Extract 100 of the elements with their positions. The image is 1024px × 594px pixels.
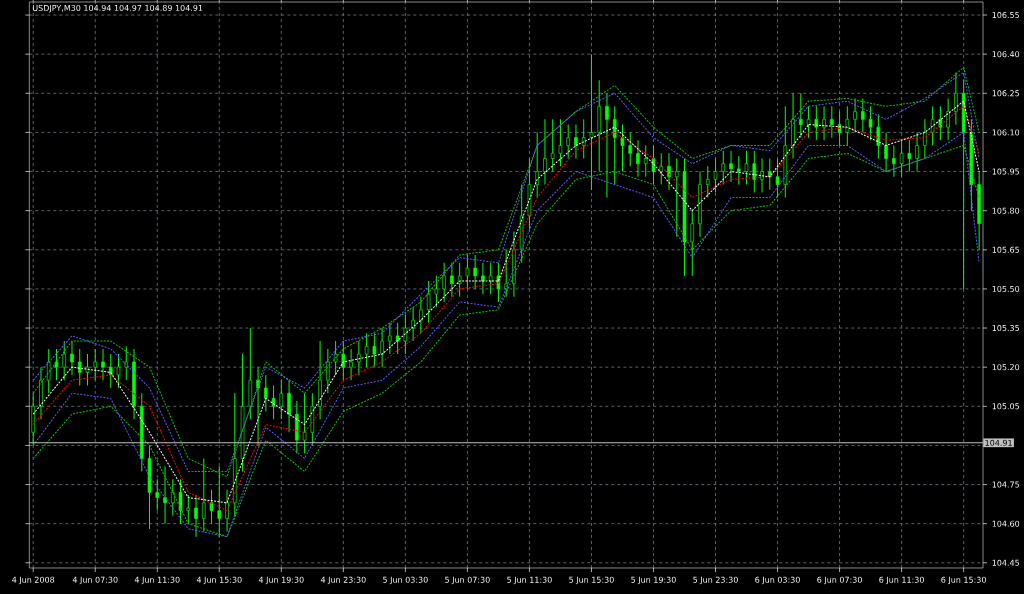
candlestick — [682, 158, 687, 277]
candlestick — [923, 118, 927, 159]
candlestick — [698, 171, 702, 238]
candlestick — [357, 340, 361, 376]
y-tick-label: 105.20 — [992, 364, 1020, 371]
candlestick — [333, 340, 338, 376]
candlestick — [225, 489, 229, 532]
candlestick — [519, 184, 524, 264]
candlestick — [217, 465, 222, 538]
candlestick — [233, 392, 237, 517]
candlestick — [760, 158, 764, 193]
candlestick — [605, 92, 609, 199]
candlestick — [155, 478, 160, 512]
y-tick-label: 105.65 — [992, 246, 1020, 253]
candlestick — [341, 340, 346, 381]
candlestick — [287, 379, 291, 433]
y-tick-label: 106.10 — [992, 129, 1020, 136]
y-tick-label: 104.45 — [992, 559, 1020, 566]
candlestick — [54, 348, 59, 381]
candlestick — [465, 254, 470, 290]
x-tick-label: 6 Jun 07:30 — [817, 576, 862, 585]
candlestick — [768, 158, 772, 191]
candlestick — [636, 139, 640, 178]
x-tick-label: 5 Jun 23:30 — [693, 576, 738, 585]
candlestick — [419, 296, 423, 334]
y-tick-label: 105.35 — [992, 325, 1020, 332]
candlestick — [380, 327, 384, 368]
candlestick — [426, 280, 431, 324]
candlestick — [147, 444, 152, 530]
candlestick — [108, 353, 113, 389]
candlestick — [132, 348, 136, 420]
candlestick — [752, 150, 757, 193]
candlestick — [791, 92, 795, 159]
candlestick — [643, 144, 648, 178]
candlestick — [868, 105, 873, 141]
candlestick — [899, 139, 904, 178]
candlestick — [961, 79, 966, 290]
candlestick — [853, 98, 857, 133]
candlestick — [543, 118, 547, 186]
candlestick — [892, 144, 896, 178]
candlestick — [450, 262, 454, 298]
y-tick-label: 105.05 — [992, 403, 1020, 410]
candlestick — [349, 348, 353, 381]
candlestick — [876, 113, 881, 159]
candlestick — [628, 131, 633, 167]
candlestick — [729, 150, 733, 183]
candlestick — [674, 158, 679, 238]
ref-line-label: 104.91 — [985, 439, 1012, 446]
candlestick — [442, 262, 446, 303]
candlestick — [93, 348, 98, 381]
candlestick — [651, 144, 656, 186]
candlestick — [194, 494, 198, 538]
candlestick — [139, 392, 144, 472]
candlestick — [744, 150, 749, 186]
candlestick — [403, 314, 408, 355]
candlestick — [310, 392, 315, 446]
candlestick — [209, 489, 214, 525]
candlestick — [535, 131, 539, 199]
candlestick — [46, 348, 51, 394]
candlestick — [574, 124, 578, 159]
candlestick — [667, 152, 671, 191]
candlestick — [659, 152, 664, 186]
candlestick — [861, 98, 865, 133]
x-tick-label: 6 Jun 15:30 — [941, 576, 986, 585]
candlestick — [101, 348, 105, 381]
candlestick — [736, 155, 741, 186]
candlestick — [295, 400, 299, 454]
y-tick-label: 105.95 — [992, 168, 1020, 175]
candlestick — [589, 53, 594, 191]
x-tick-label: 5 Jun 15:30 — [569, 576, 614, 585]
candlestick — [62, 340, 67, 381]
candlestick — [612, 105, 617, 186]
candlestick — [85, 353, 90, 386]
candlestick — [721, 150, 726, 186]
candlestick — [504, 249, 508, 298]
candlestick — [690, 210, 695, 277]
candlestick — [907, 139, 912, 173]
candlestick — [31, 392, 36, 446]
x-tick-label: 5 Jun 07:30 — [445, 576, 490, 585]
chart-title: USDJPY,M30 104.94 104.97 104.89 104.91 — [32, 4, 203, 13]
x-tick-label: 6 Jun 03:30 — [755, 576, 800, 585]
x-tick-label: 4 Jun 15:30 — [196, 576, 242, 585]
candlestick — [977, 171, 981, 251]
candlestick — [70, 340, 74, 376]
candlestick — [124, 345, 129, 381]
candlestick — [473, 254, 477, 290]
y-tick-label: 104.60 — [992, 520, 1020, 527]
candlestick — [581, 118, 586, 159]
candlestick — [550, 118, 555, 173]
candlestick — [240, 353, 245, 472]
candlestick — [271, 384, 276, 420]
x-tick-label: 5 Jun 19:30 — [631, 576, 676, 585]
candlestick — [202, 457, 206, 532]
candlestick — [364, 332, 369, 368]
candlestick — [434, 275, 439, 308]
candlestick — [302, 392, 307, 454]
candlestick — [248, 327, 253, 420]
candlestick — [77, 348, 82, 386]
y-tick-label: 106.25 — [992, 90, 1020, 97]
x-tick-label: 4 Jun 23:30 — [320, 576, 366, 585]
